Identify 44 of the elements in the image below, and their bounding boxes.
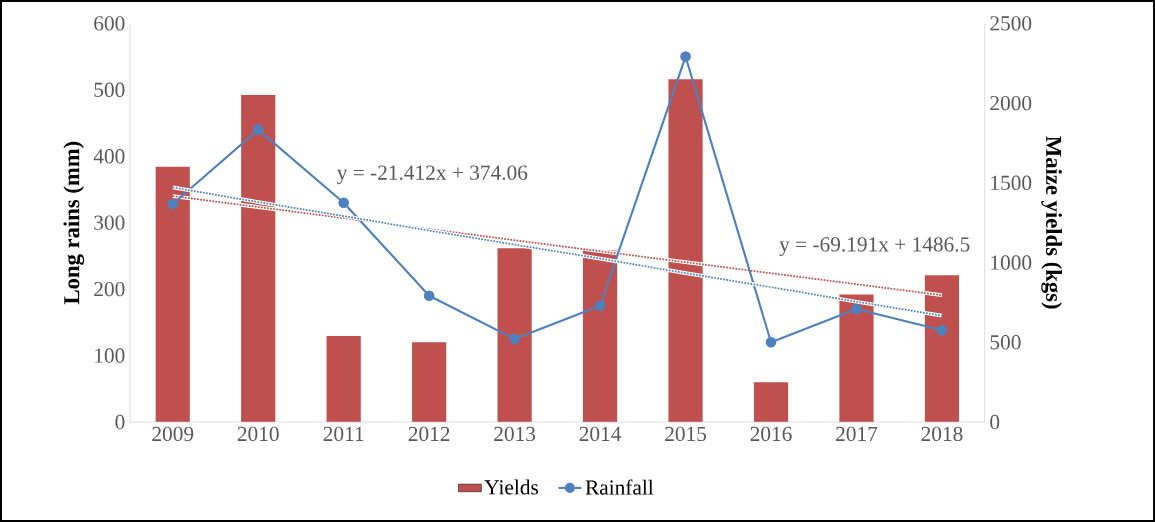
x-tick-label: 2016 [750, 426, 792, 442]
x-tick-label: 2014 [579, 426, 622, 442]
point [509, 333, 520, 345]
annotation: y = -21.412x + 374.06 [336, 165, 528, 185]
point [936, 324, 948, 336]
point [167, 198, 179, 210]
y-axis-title: Long rains (mm) [63, 141, 85, 305]
bar [497, 248, 532, 422]
y2-tick-label: 0 [990, 414, 1000, 430]
y2-axis-title: Maize yields (kgs) [1041, 136, 1062, 309]
y-tick-label: 500 [94, 82, 125, 97]
y-tick-label: 200 [94, 281, 125, 297]
x-tick-label: 2009 [152, 426, 194, 442]
y-tick-label: 300 [94, 215, 125, 230]
legend-label: Rainfall [585, 479, 654, 495]
y-tick-label: 600 [94, 16, 125, 31]
x-tick-label: 2015 [665, 426, 707, 442]
point [594, 300, 606, 312]
y-tick-label: 100 [95, 348, 125, 363]
y2-tick-label: 2000 [990, 95, 1032, 111]
bar [839, 294, 874, 422]
point [851, 303, 862, 315]
y2-tick-label: 500 [990, 335, 1021, 350]
y2-tick-label: 2500 [990, 16, 1032, 31]
point [765, 336, 777, 348]
x-tick-label: 2017 [836, 426, 878, 442]
x-tick-label: 2013 [494, 426, 536, 442]
y-tick-label: 0 [115, 414, 125, 430]
point [252, 124, 264, 135]
x-tick-label: 2010 [237, 426, 279, 442]
x-tick-label: 2012 [408, 426, 450, 442]
point [680, 51, 691, 62]
y2-tick-label: 1500 [991, 175, 1032, 190]
legend-label: Yields [484, 479, 539, 495]
bar [326, 335, 361, 422]
bar [753, 382, 789, 422]
point [338, 197, 350, 209]
y2-tick-label: 1000 [991, 255, 1032, 270]
bar [412, 342, 447, 422]
annotation: y = -69.191x + 1486.5 [779, 237, 970, 256]
y-tick-label: 400 [93, 149, 125, 164]
x-tick-label: 2018 [921, 426, 963, 442]
point [423, 290, 435, 302]
x-tick-label: 2011 [323, 426, 364, 442]
